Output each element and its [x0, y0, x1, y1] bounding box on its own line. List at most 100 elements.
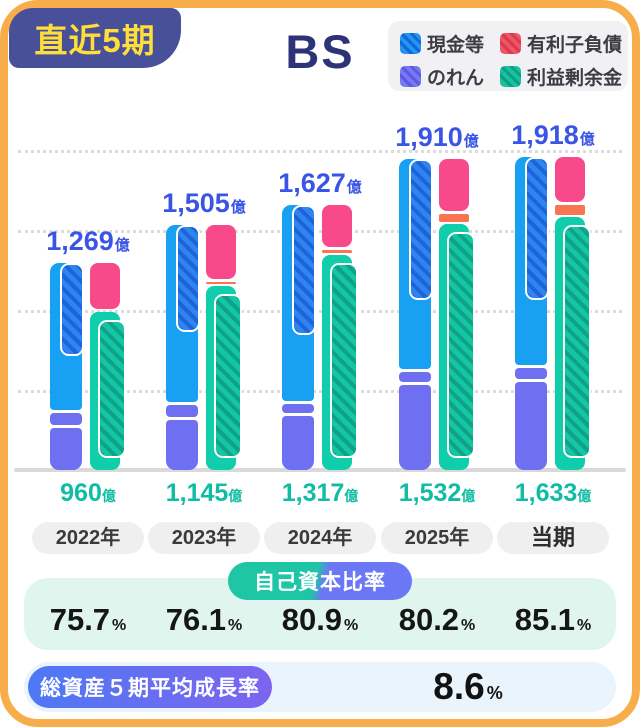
total-assets-value: 1,918 — [511, 120, 579, 150]
retained-earnings-hatched-segment — [330, 263, 358, 458]
period-badge: 直近5期 — [9, 8, 181, 68]
assets-bar — [282, 205, 316, 470]
gridline — [18, 150, 622, 153]
equity-ratio-value: 80.9% — [282, 602, 359, 638]
year-pill-1: 2022年 — [32, 522, 144, 554]
legend-item-retained: 利益剰余金 — [500, 63, 622, 90]
oku-suffix: 億 — [344, 488, 359, 504]
percent-suffix: % — [344, 617, 359, 634]
retained-earnings-value: 1,317 — [281, 479, 345, 507]
goodwill-segment — [515, 382, 547, 470]
total-assets-value: 1,269 — [46, 226, 114, 256]
year-pill-2: 2023年 — [148, 522, 260, 554]
total-assets-value: 1,505 — [162, 188, 230, 218]
gridline — [18, 310, 622, 313]
assets-bar — [515, 157, 549, 470]
page-title: BS — [285, 25, 355, 78]
total-assets-label: 1,269億 — [13, 226, 163, 257]
goodwill-swatch-icon — [400, 66, 421, 87]
goodwill-strip-segment — [282, 404, 314, 413]
year-pill-4: 2025年 — [381, 522, 493, 554]
retained-earnings-label: 960億 — [13, 479, 163, 508]
oku-suffix: 億 — [114, 237, 130, 254]
retained-earnings-label: 1,145億 — [129, 479, 279, 508]
goodwill-segment — [166, 420, 198, 470]
oku-suffix: 億 — [463, 133, 479, 150]
equity-ratio-value: 80.2% — [399, 602, 476, 638]
total-assets-label: 1,918億 — [478, 120, 628, 151]
other-liabilities-segment — [555, 205, 585, 215]
oku-suffix: 億 — [461, 488, 476, 504]
other-liabilities-segment — [206, 282, 236, 284]
cash-swatch-icon — [400, 33, 421, 54]
oku-suffix: 億 — [228, 488, 243, 504]
interest-bearing-debt-segment — [90, 263, 120, 309]
cash-hatched-segment — [409, 159, 433, 300]
growth-label: 総資産５期平均成長率 — [40, 677, 260, 700]
assets-bar — [399, 159, 433, 470]
assets-bar — [50, 263, 84, 470]
cash-hatched-segment — [292, 205, 316, 335]
assets-bar — [166, 225, 200, 470]
other-liabilities-segment — [322, 250, 352, 253]
chart-legend: 現金等 有利子負債 のれん 利益剰余金 — [388, 21, 628, 91]
goodwill-segment — [399, 385, 431, 470]
goodwill-segment — [50, 428, 82, 470]
legend-label: のれん — [427, 68, 485, 89]
legend-label: 利益剰余金 — [527, 68, 623, 89]
interest-bearing-debt-segment — [322, 205, 352, 247]
gridline — [18, 390, 622, 393]
equity-ratio-value: 85.1% — [515, 602, 592, 638]
total-assets-label: 1,627億 — [245, 168, 395, 199]
growth-box: 総資産５期平均成長率 8.6% — [24, 662, 616, 712]
retained-earnings-hatched-segment — [98, 320, 126, 458]
percent-suffix: % — [228, 617, 243, 634]
equity-ratio-number: 85.1 — [514, 602, 576, 637]
oku-suffix: 億 — [101, 488, 116, 504]
equity-ratio-number: 75.7 — [49, 602, 111, 637]
equity-ratio-label: 自己資本比率 — [254, 571, 386, 594]
retained-earnings-label: 1,633億 — [478, 479, 628, 508]
total-assets-label: 1,505億 — [129, 188, 279, 219]
interest-bearing-debt-segment — [555, 157, 585, 202]
total-assets-value: 1,910 — [395, 122, 463, 152]
retained-earnings-hatched-segment — [447, 232, 475, 458]
growth-pill: 総資産５期平均成長率 — [28, 666, 272, 708]
equity-ratio-value: 76.1% — [166, 602, 243, 638]
goodwill-strip-segment — [166, 405, 198, 417]
liabilities-equity-bar — [322, 205, 358, 470]
legend-item-debt: 有利子負債 — [500, 30, 622, 57]
retained-earnings-label: 1,532億 — [362, 479, 512, 508]
goodwill-segment — [282, 416, 314, 470]
retained-earnings-hatched-segment — [214, 294, 242, 458]
liabilities-equity-bar — [555, 157, 591, 470]
retained-earnings-label: 1,317億 — [245, 479, 395, 508]
goodwill-strip-segment — [399, 372, 431, 382]
equity-ratio-value: 75.7% — [50, 602, 127, 638]
oku-suffix: 億 — [346, 179, 362, 196]
legend-item-cash: 現金等 — [400, 30, 484, 57]
oku-suffix: 億 — [579, 131, 595, 148]
retained-swatch-icon — [500, 66, 522, 87]
cash-hatched-segment — [60, 263, 84, 356]
year-pill-5: 当期 — [497, 522, 609, 554]
total-assets-label: 1,910億 — [362, 122, 512, 153]
gridline — [18, 230, 622, 233]
liabilities-equity-bar — [90, 263, 126, 470]
liabilities-equity-bar — [439, 159, 475, 470]
percent-suffix: % — [461, 617, 476, 634]
legend-label: 現金等 — [427, 35, 485, 56]
total-assets-value: 1,627 — [278, 168, 346, 198]
equity-ratio-number: 80.9 — [281, 602, 343, 637]
equity-ratio-number: 80.2 — [398, 602, 460, 637]
year-pill-3: 2024年 — [264, 522, 376, 554]
equity-ratio-number: 76.1 — [165, 602, 227, 637]
goodwill-strip-segment — [515, 368, 547, 379]
x-axis-line — [14, 468, 626, 472]
liabilities-equity-bar — [206, 225, 242, 470]
debt-swatch-icon — [500, 33, 522, 54]
growth-value: 8.6% — [433, 666, 503, 707]
cash-hatched-segment — [525, 157, 549, 300]
retained-earnings-value: 1,145 — [165, 479, 229, 507]
